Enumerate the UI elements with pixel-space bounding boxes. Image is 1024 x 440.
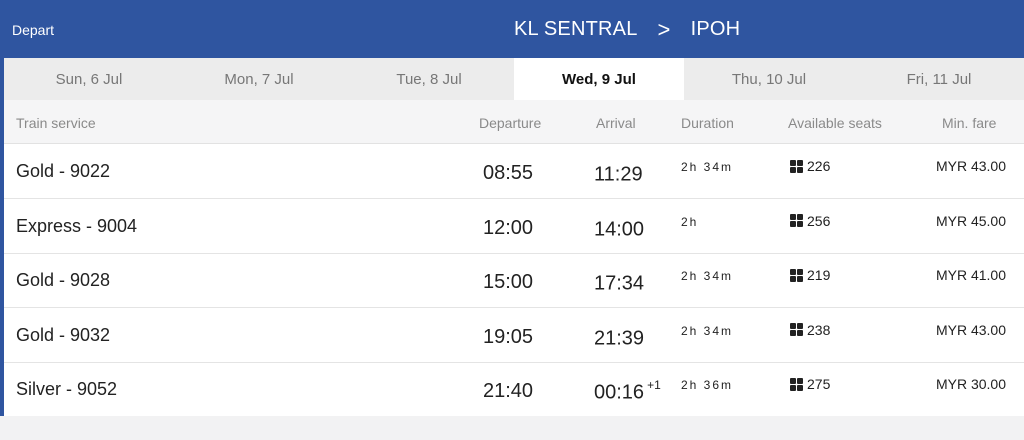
next-day-badge: +1: [647, 378, 661, 392]
available-seats: 219: [790, 267, 830, 283]
seat-count: 226: [807, 158, 831, 174]
train-service: Gold - 9022: [16, 161, 111, 181]
arrival-cell: 17:34: [594, 271, 647, 296]
arrival-time: 14:00: [594, 218, 645, 241]
seat-grid-icon: [790, 377, 803, 391]
date-tab[interactable]: Mon, 7 Jul: [224, 70, 294, 88]
date-tab[interactable]: Tue, 8 Jul: [396, 70, 462, 88]
arrival-time: 00:16: [594, 381, 645, 404]
departure-time: 21:40: [483, 380, 534, 402]
col-min-fare: Min. fare: [942, 115, 997, 131]
available-seats: 275: [790, 376, 830, 392]
chevron-right-icon: >: [657, 16, 671, 42]
duration: 2h 34m: [681, 323, 734, 338]
seat-grid-icon: [790, 159, 803, 173]
departure-time: 08:55: [483, 162, 534, 184]
duration: 2h: [681, 214, 699, 229]
date-tab[interactable]: Wed, 9 Jul: [514, 58, 684, 100]
schedule-panel: Depart KL SENTRAL > IPOH Sun, 6 Jul Mon, …: [0, 0, 1024, 417]
train-service: Express - 9004: [16, 215, 138, 236]
train-row[interactable]: Silver - 9052 21:40 00:16 +1 2h 36m 275 MYR 30…: [4, 362, 1024, 417]
date-tab[interactable]: Thu, 10 Jul: [731, 70, 807, 88]
train-service: Gold - 9032: [16, 324, 111, 345]
arrival-time: 21:39: [594, 327, 645, 350]
col-available-seats: Available seats: [788, 115, 882, 131]
date-tab[interactable]: Fri, 11 Jul: [906, 70, 972, 88]
seat-count: 238: [807, 321, 831, 338]
column-header: Train service Departure Arrival Duration…: [4, 100, 1024, 144]
destination-station: IPOH: [690, 18, 741, 40]
col-departure: Departure: [479, 115, 542, 131]
col-arrival: Arrival: [596, 115, 636, 131]
arrival-cell: 00:16 +1: [594, 378, 661, 405]
train-service: Silver - 9052: [16, 379, 118, 399]
col-duration: Duration: [681, 115, 734, 131]
seat-count: 275: [807, 376, 831, 392]
min-fare: MYR 45.00: [935, 212, 1006, 229]
seat-grid-icon: [790, 268, 803, 282]
seat-count: 256: [807, 212, 831, 229]
available-seats: 226: [790, 158, 830, 174]
seat-grid-icon: [790, 323, 803, 336]
date-tab[interactable]: Sun, 6 Jul: [55, 70, 123, 88]
arrival-time: 17:34: [594, 272, 645, 295]
direction-label: Depart: [12, 22, 55, 38]
arrival-cell: 14:00: [594, 217, 647, 242]
available-seats: 256: [790, 213, 830, 229]
arrival-time: 11:29: [594, 163, 643, 186]
train-row[interactable]: Gold - 9032 19:05 21:39 2h 34m 238 MYR 43.00: [4, 308, 1024, 363]
arrival-cell: 11:29: [594, 162, 646, 187]
train-service: Gold - 9028: [16, 270, 111, 290]
col-train-service: Train service: [16, 115, 96, 131]
seat-grid-icon: [790, 214, 803, 227]
origin-station: KL SENTRAL: [514, 18, 638, 40]
departure-time: 12:00: [483, 216, 534, 239]
page-footer: [0, 416, 1024, 440]
departure-time: 19:05: [483, 325, 534, 348]
min-fare: MYR 43.00: [935, 158, 1006, 174]
date-tabs: Sun, 6 Jul Mon, 7 Jul Tue, 8 Jul Wed, 9 Jul…: [4, 58, 1024, 100]
train-row[interactable]: Gold - 9028 15:00 17:34 2h 34m 219 MYR 41.00: [4, 253, 1024, 308]
min-fare: MYR 41.00: [935, 267, 1006, 283]
departure-time: 15:00: [483, 271, 534, 293]
duration: 2h 34m: [681, 269, 734, 283]
arrival-cell: 21:39: [594, 326, 647, 351]
train-row[interactable]: Express - 9004 12:00 14:00 2h 256 MYR 45.00: [4, 199, 1024, 254]
route-title: KL SENTRAL > IPOH: [514, 18, 740, 41]
min-fare: MYR 43.00: [935, 321, 1006, 338]
duration: 2h 34m: [681, 160, 734, 174]
duration: 2h 36m: [681, 378, 734, 392]
seat-count: 219: [807, 267, 831, 283]
train-row[interactable]: Gold - 9022 08:55 11:29 2h 34m 226 MYR 43.00: [4, 144, 1024, 199]
route-header: Depart KL SENTRAL > IPOH: [4, 0, 1024, 58]
available-seats: 238: [790, 322, 830, 338]
min-fare: MYR 30.00: [935, 376, 1006, 392]
